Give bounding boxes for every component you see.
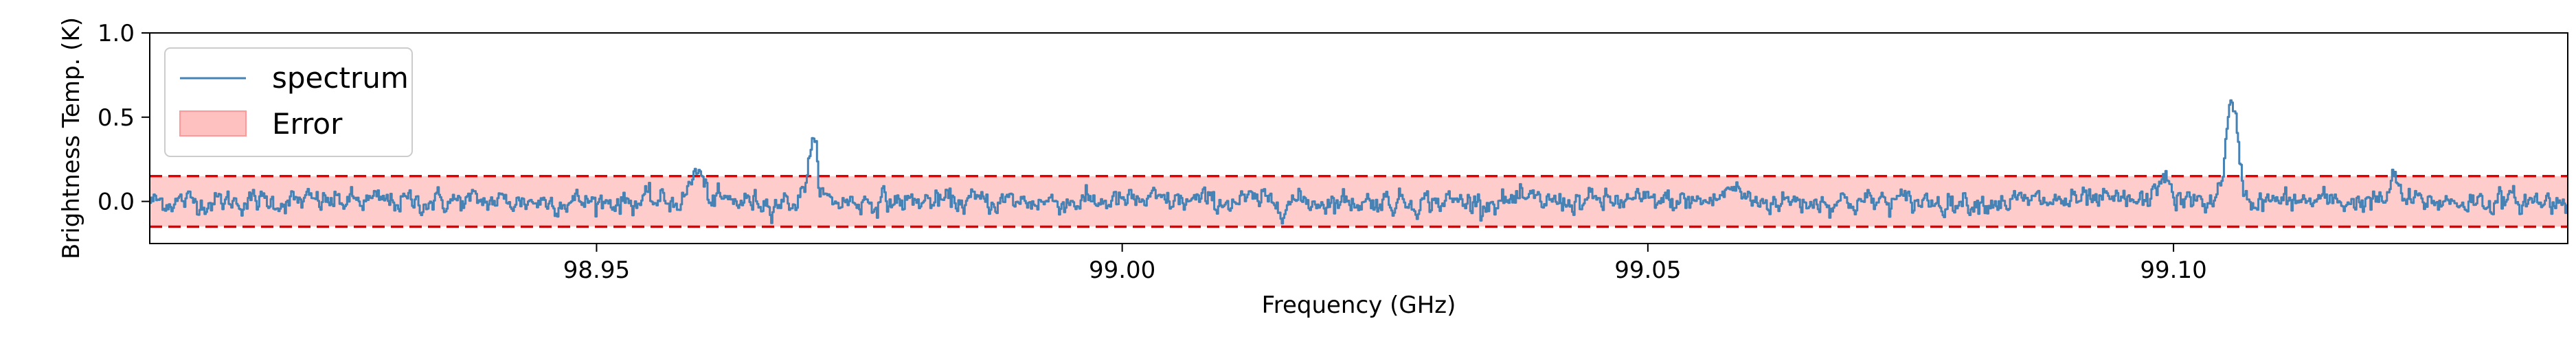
legend-error-label: Error bbox=[272, 107, 343, 141]
legend-error-patch bbox=[179, 110, 247, 137]
series-group bbox=[150, 99, 2568, 225]
y-tick-label: 0.0 bbox=[98, 189, 135, 216]
x-tick-label: 99.00 bbox=[1089, 257, 1155, 284]
legend: spectrum Error bbox=[164, 47, 413, 157]
y-axis: 0.0 0.5 1.0 bbox=[98, 20, 150, 216]
y-tick-label: 0.5 bbox=[98, 104, 135, 132]
x-tick-label: 99.10 bbox=[2140, 257, 2206, 284]
x-axis-label: Frequency (GHz) bbox=[1262, 292, 1456, 319]
x-tick-label: 99.05 bbox=[1614, 257, 1681, 284]
error-band-group bbox=[150, 175, 2568, 228]
y-tick-label: 1.0 bbox=[98, 20, 135, 47]
error-band-fill bbox=[150, 176, 2568, 227]
x-axis: 98.95 99.00 99.05 99.10 bbox=[563, 244, 2207, 284]
legend-spectrum-label: spectrum bbox=[272, 61, 409, 95]
y-axis-label: Brightness Temp. (K) bbox=[58, 17, 85, 259]
plot-frame bbox=[149, 32, 2568, 244]
series-line-spectrum bbox=[150, 99, 2568, 225]
x-tick-label: 98.95 bbox=[563, 257, 630, 284]
